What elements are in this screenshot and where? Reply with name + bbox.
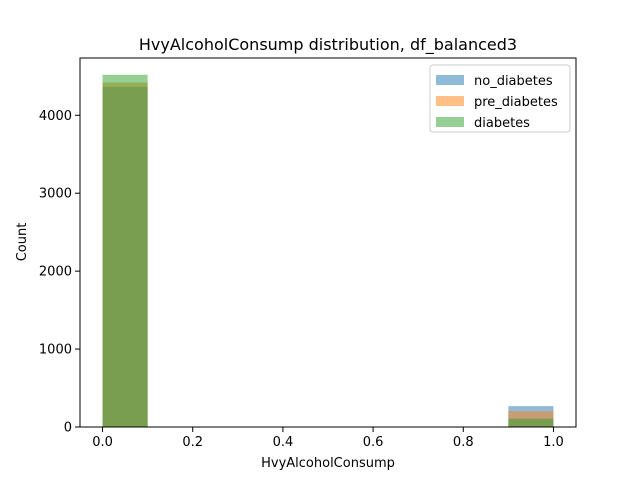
x-tick-label: 0.2	[182, 435, 203, 450]
x-tick-label: 0.6	[363, 435, 384, 450]
legend-label-diabetes: diabetes	[474, 116, 530, 131]
chart-title: HvyAlcoholConsump distribution, df_balan…	[139, 35, 517, 55]
y-tick-label: 4000	[39, 109, 72, 124]
x-axis-ticks: 0.0 0.2 0.4 0.6 0.8 1.0	[92, 427, 564, 450]
bar-diabetes-bin-1	[508, 418, 554, 427]
bar-diabetes-bin-0	[102, 74, 148, 428]
x-tick-label: 1.0	[543, 435, 564, 450]
y-tick-label: 3000	[39, 187, 72, 202]
y-tick-label: 2000	[39, 265, 72, 280]
legend-swatch-no_diabetes	[436, 75, 464, 85]
y-axis-label: Count	[15, 223, 30, 262]
x-tick-label: 0.8	[453, 435, 474, 450]
x-tick-label: 0.0	[92, 435, 113, 450]
x-axis-label: HvyAlcoholConsump	[261, 456, 395, 471]
x-tick-label: 0.4	[273, 435, 294, 450]
y-axis-ticks: 0 1000 2000 3000 4000	[39, 109, 80, 436]
legend-label-pre_diabetes: pre_diabetes	[474, 95, 558, 110]
legend: no_diabetes pre_diabetes diabetes	[429, 64, 571, 133]
legend-swatch-pre_diabetes	[436, 96, 464, 106]
plot-frame	[79, 57, 577, 428]
legend-swatch-diabetes	[436, 117, 464, 127]
legend-label-no_diabetes: no_diabetes	[474, 74, 553, 89]
legend-box	[429, 64, 571, 133]
y-tick-label: 0	[64, 421, 72, 436]
y-tick-label: 1000	[39, 343, 72, 358]
bars-group	[102, 74, 554, 428]
